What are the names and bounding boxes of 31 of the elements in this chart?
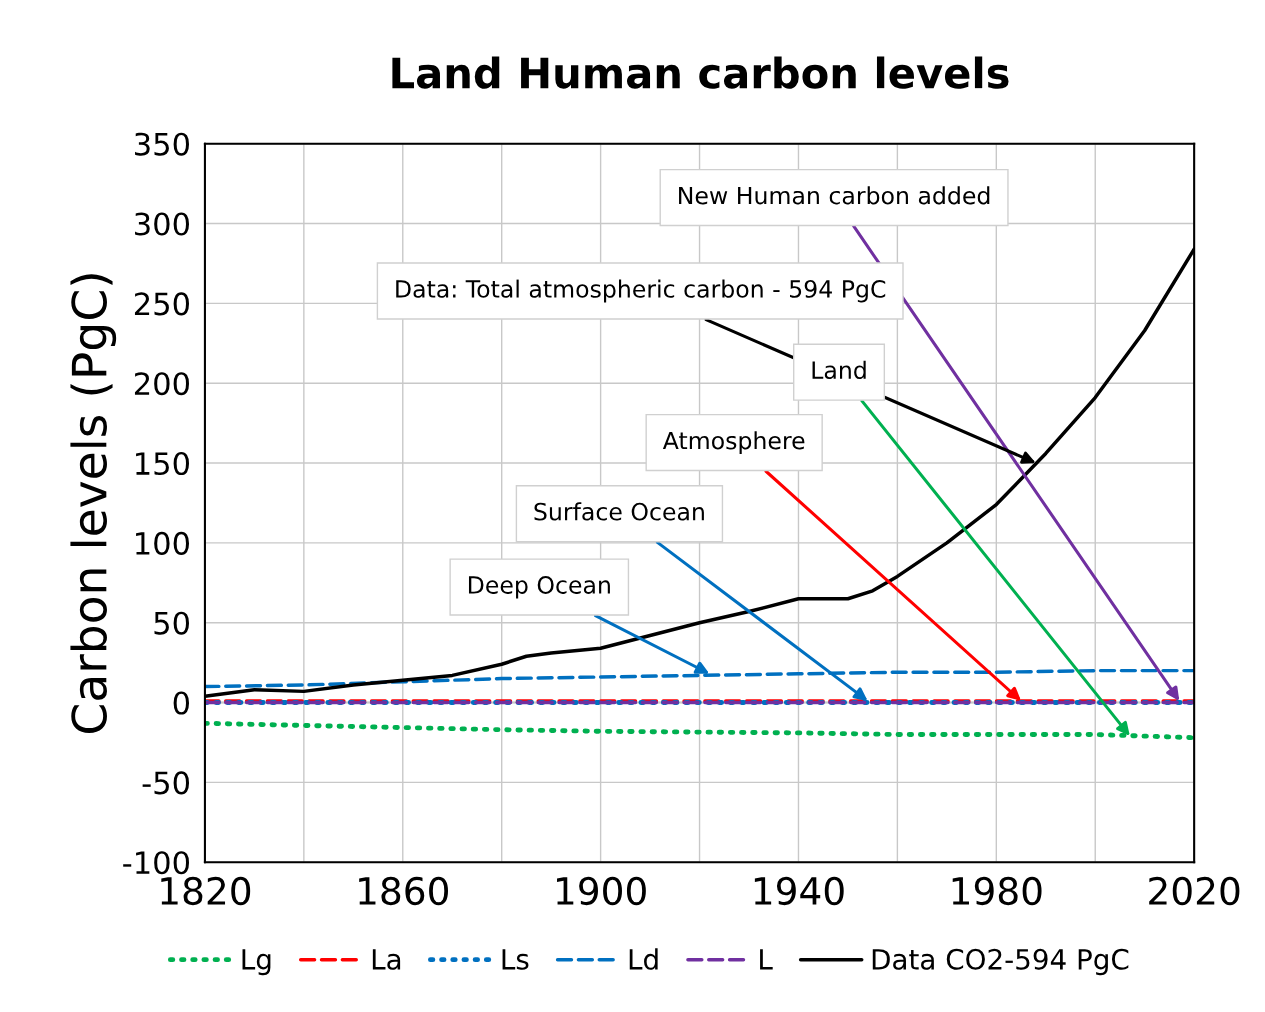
line-series <box>204 720 1195 741</box>
annotation: Deep Ocean <box>468 576 610 599</box>
chart-title: Land Human carbon levels <box>392 56 1009 89</box>
x-tick-label: 1820 <box>161 876 251 906</box>
y-tick-label: 150 <box>136 451 190 476</box>
legend-label: Ld <box>629 948 658 970</box>
y-tick-label: 0 <box>173 691 190 715</box>
x-tick-label: 1900 <box>557 876 646 906</box>
x-tick-label: 1860 <box>359 876 448 906</box>
y-axis-title: Carbon levels (PgC) <box>70 274 117 733</box>
x-tick-label: 1980 <box>952 876 1042 906</box>
annotation: New Human carbon added <box>679 186 990 205</box>
x-tick-label: 2020 <box>1149 876 1240 906</box>
y-tick-label: -50 <box>142 771 190 795</box>
legend-label: Data CO2-594 PgC <box>872 948 1129 976</box>
legend-label: Ls <box>502 949 529 970</box>
y-tick-label: 350 <box>135 132 190 156</box>
annotation: Data: Total atmospheric carbon - 594 PgC <box>396 279 886 303</box>
annotation: Surface Ocean <box>534 502 704 521</box>
legend-label: L <box>760 949 773 970</box>
annotation: Atmosphere <box>662 431 805 455</box>
annotation: Land <box>812 360 866 380</box>
legend-label: La <box>372 949 401 970</box>
y-tick-label: 50 <box>154 611 190 635</box>
y-tick-label: 300 <box>135 212 190 236</box>
y-tick-label: 100 <box>136 531 190 555</box>
x-tick-label: 1940 <box>754 876 844 906</box>
y-tick-label: 250 <box>134 292 190 316</box>
legend-label: Lg <box>242 949 271 976</box>
y-tick-label: 200 <box>134 372 190 396</box>
y-tick-label: -100 <box>123 851 190 875</box>
